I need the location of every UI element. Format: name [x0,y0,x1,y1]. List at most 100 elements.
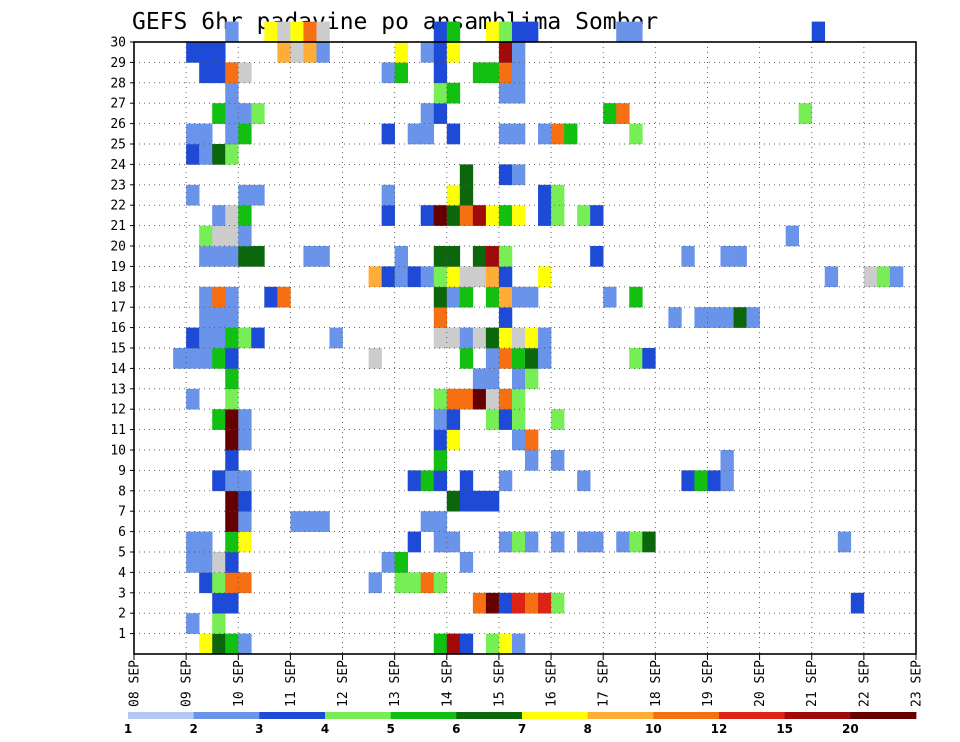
y-tick-label: 30 [110,36,126,51]
precip-cell-m14-t7 [225,348,239,369]
precip-cell-m15-t29 [511,327,526,349]
y-tick-label: 23 [110,178,126,193]
x-tick-label: 09 SEP [180,660,195,707]
precip-cell-m30-t52 [811,21,826,43]
precip-cell-m28-t8 [238,62,252,84]
precip-cell-m3-t22 [420,572,435,594]
precip-cell-m29-t28 [498,42,513,63]
precip-cell-m18-t57 [876,266,891,288]
y-tick-label: 2 [118,607,126,622]
precip-cell-m15-t15 [329,327,343,349]
precip-cell-m7-t25 [459,490,474,512]
precip-cell-m15-t27 [485,327,500,349]
precip-cell-m17-t7 [225,286,239,308]
precip-cell-m25-t22 [420,123,435,145]
precip-cell-m28-t7 [225,62,239,84]
precip-cell-m18-t31 [538,266,552,288]
x-tick-label: 20 SEP [753,660,768,707]
precip-cell-m13-t30 [525,368,539,390]
precip-cell-m17-t11 [277,286,291,308]
precip-cell-m30-t12 [290,21,304,43]
y-tick-label: 16 [110,321,126,336]
precip-cell-m0-t5 [199,633,213,655]
precip-cell-m19-t26 [472,246,487,267]
precip-cell-m15-t26 [472,327,487,349]
precip-cell-m12-t24 [446,388,461,410]
precip-cell-m18-t58 [889,266,904,288]
precip-cell-m30-t10 [264,21,278,43]
precip-cell-m26-t36 [603,103,617,124]
legend-label: 10 [645,722,662,736]
legend-label: 20 [842,722,859,736]
precip-cell-m19-t6 [212,246,226,267]
precip-cell-m18-t26 [472,266,487,288]
y-tick-label: 3 [118,586,126,601]
precip-cell-m5-t7 [225,531,239,553]
y-tick-label: 6 [118,525,126,540]
precip-cell-m2-t31 [538,592,552,614]
precip-cell-m29-t11 [277,42,291,63]
y-tick-label: 25 [110,138,126,153]
precip-cell-m15-t28 [498,327,513,349]
precip-cell-m14-t29 [511,348,526,369]
precip-cell-m8-t43 [694,470,708,492]
precip-cell-m5-t5 [199,531,213,553]
precip-cell-m12-t27 [485,388,500,410]
precip-cell-m11-t32 [551,409,565,430]
precip-cell-m16-t41 [668,307,682,328]
precip-cell-m12-t26 [472,388,487,410]
precip-cell-m19-t5 [199,246,213,267]
precip-cell-m28-t23 [433,62,448,84]
precip-cell-m21-t31 [538,205,552,226]
precip-cell-m18-t56 [863,266,878,288]
precip-cell-m14-t30 [525,348,539,369]
precip-cell-m4-t4 [186,552,200,573]
precip-cell-m21-t29 [511,205,526,226]
precip-cell-m4-t25 [459,552,474,573]
precip-cell-m21-t19 [381,205,395,226]
precip-cell-m0-t7 [225,633,239,655]
precip-cell-m5-t28 [498,531,513,553]
legend-label: 1 [124,722,132,736]
precip-cell-m21-t24 [446,205,461,226]
x-tick-label: 11 SEP [284,660,299,707]
x-axis: 08 SEP 09 SEP 10 SEP 11 SEP 12 SEP 13 SEP 14 S… [128,654,925,707]
precip-cell-m15-t8 [238,327,252,349]
precip-cell-m30-t24 [446,21,461,43]
precip-cell-m19-t27 [485,246,500,267]
precip-cell-m28-t5 [199,62,213,84]
legend-swatch [456,712,523,719]
precip-cell-m8-t7 [225,470,239,492]
precip-cell-m17-t36 [603,286,617,308]
precip-cell-m13-t26 [472,368,487,390]
precip-cell-m22-t31 [538,184,552,206]
precip-cell-m27-t28 [498,82,513,104]
precip-cell-m3-t23 [433,572,448,594]
legend-label: 2 [189,722,197,736]
precip-cell-m19-t14 [316,246,330,267]
precip-cell-m3-t5 [199,572,213,594]
precip-cell-m0-t23 [433,633,448,655]
precip-cell-m17-t10 [264,286,278,308]
precip-cell-m25-t24 [446,123,461,145]
precip-cell-m26-t7 [225,103,239,124]
legend-label: 3 [255,722,263,736]
precip-cell-m14-t27 [485,348,500,369]
precip-cell-m24-t5 [199,144,213,165]
precip-cell-m29-t20 [394,42,408,63]
legend-swatch [522,712,589,719]
precip-cell-m22-t32 [551,184,565,206]
precip-cell-m14-t28 [498,348,513,369]
precip-cell-m6-t22 [420,511,435,532]
precip-cell-m28-t19 [381,62,395,84]
legend-label: 4 [321,722,329,736]
precip-cell-m1-t6 [212,613,226,634]
precip-cell-m22-t4 [186,184,200,206]
precip-cell-m21-t25 [459,205,474,226]
precip-cell-m2-t7 [225,592,239,614]
precip-cell-m17-t6 [212,286,226,308]
precip-cell-m13-t29 [511,368,526,390]
precip-cell-m15-t4 [186,327,200,349]
precip-cell-m5-t38 [629,531,643,553]
